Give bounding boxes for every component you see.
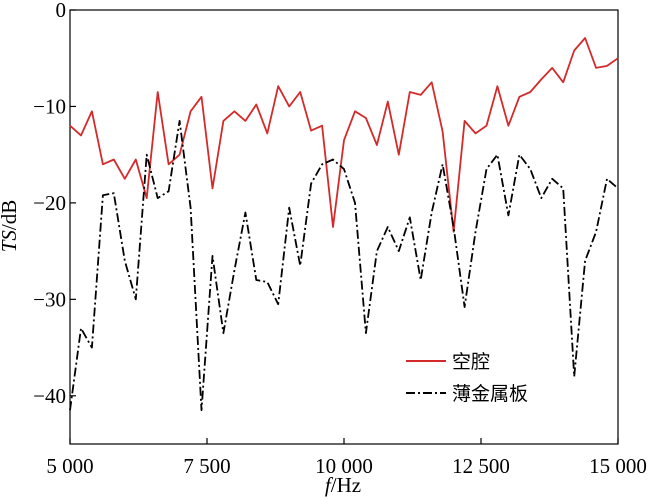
series-layer (69, 37, 619, 412)
legend: 空腔 薄金属板 (406, 351, 528, 405)
legend-label-metal-plate: 薄金属板 (452, 383, 528, 405)
x-tick-label: 5 000 (46, 454, 93, 478)
x-tick-label: 12 500 (452, 454, 510, 478)
ticks-layer: 5 000 7 500 10 000 12 500 15 000 0 −10 −20 −30 −4… (33, 0, 647, 478)
series-line-metal-plate (69, 120, 619, 412)
plot-area-border (69, 9, 619, 445)
x-tick-label: 7 500 (183, 454, 230, 478)
y-axis-label: TS/dB (0, 200, 21, 253)
x-tick-label: 10 000 (315, 454, 373, 478)
plot-frame (69, 9, 619, 445)
y-tick-label: 0 (56, 0, 67, 22)
y-tick-label: −40 (33, 384, 66, 408)
labels-layer: f/Hz TS/dB (0, 200, 361, 497)
y-tick-label: −10 (33, 94, 66, 118)
y-tick-label: −30 (33, 287, 66, 311)
legend-label-cavity: 空腔 (452, 351, 490, 373)
x-axis-label: f/Hz (325, 473, 361, 497)
series-line-cavity (69, 37, 619, 233)
y-tick-label: −20 (33, 191, 66, 215)
x-tick-label: 15 000 (589, 454, 647, 478)
